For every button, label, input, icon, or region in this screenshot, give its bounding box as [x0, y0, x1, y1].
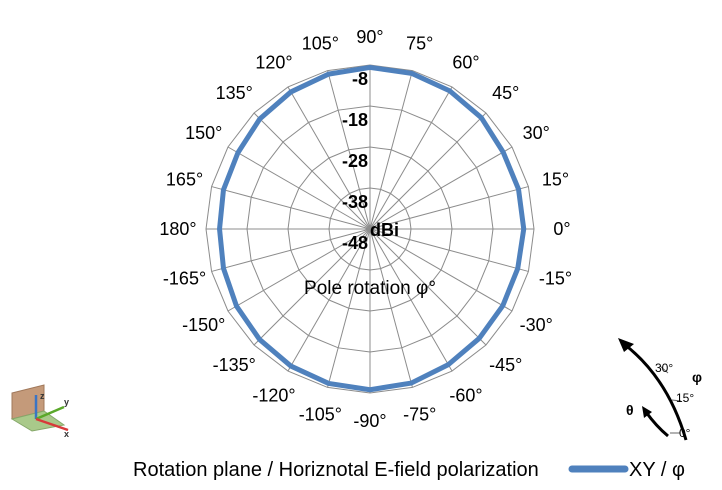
radial-tick-label: -38: [342, 192, 368, 212]
radial-unit-label: dBi: [370, 220, 399, 240]
radial-tick-label: -18: [342, 110, 368, 130]
angle-tick-label: 15°: [542, 169, 569, 189]
legend-label: XY / φ: [629, 459, 685, 481]
angle-tick-label: 105°: [302, 34, 339, 54]
grid-spoke: [370, 229, 412, 387]
phi-symbol: φ: [692, 369, 702, 385]
svg-text:y: y: [64, 397, 69, 407]
angle-tick-label: -135°: [213, 355, 256, 375]
svg-text:z: z: [40, 391, 45, 401]
angle-tick-label: -90°: [353, 411, 386, 431]
angle-tick-label: 0°: [553, 219, 570, 239]
angle-tick-label: -30°: [520, 315, 553, 335]
theta-symbol: θ: [626, 402, 634, 418]
angle-tick-label: 90°: [356, 27, 383, 47]
angle-tick-label: 60°: [452, 53, 479, 73]
radial-tick-label: -8: [352, 69, 368, 89]
angle-tick-label: -75°: [403, 404, 436, 424]
angle-tick-label: 45°: [492, 83, 519, 103]
angle-tick-label: -165°: [163, 269, 206, 289]
svg-text:x: x: [64, 429, 69, 439]
angle-tick-label: 120°: [255, 53, 292, 73]
grid-spoke: [370, 113, 486, 229]
angle-tick-label: -45°: [489, 355, 522, 375]
grid-spoke: [370, 87, 452, 229]
radial-tick-label: -28: [342, 151, 368, 171]
inset-label-15: 15°: [676, 391, 694, 405]
angle-tick-label: 30°: [523, 123, 550, 143]
angle-tick-label: 165°: [166, 169, 203, 189]
angle-tick-label: -60°: [449, 385, 482, 405]
inset-label-0: 0°: [679, 426, 691, 440]
angle-tick-label: -120°: [252, 385, 295, 405]
inset-label-30: 30°: [655, 361, 673, 375]
grid-spoke: [370, 147, 512, 229]
angle-tick-label: 180°: [159, 219, 196, 239]
angle-tick-label: 75°: [406, 34, 433, 54]
angle-tick-label: 135°: [216, 83, 253, 103]
grid-spoke: [370, 229, 452, 371]
radial-tick-label: -48: [342, 233, 368, 253]
chart-caption: Rotation plane / Horiznotal E-field pola…: [133, 459, 539, 481]
angle-tick-label: 150°: [185, 123, 222, 143]
angle-tick-label: -150°: [182, 315, 225, 335]
angle-axis-title: Pole rotation φ°: [304, 278, 436, 299]
angle-tick-label: -15°: [539, 269, 572, 289]
grid-spoke: [370, 71, 412, 229]
xyz-axes-icon: z y x: [12, 385, 69, 439]
angle-tick-label: -105°: [299, 404, 342, 424]
orientation-inset: 30° 15° 0° φ θ: [618, 338, 702, 440]
